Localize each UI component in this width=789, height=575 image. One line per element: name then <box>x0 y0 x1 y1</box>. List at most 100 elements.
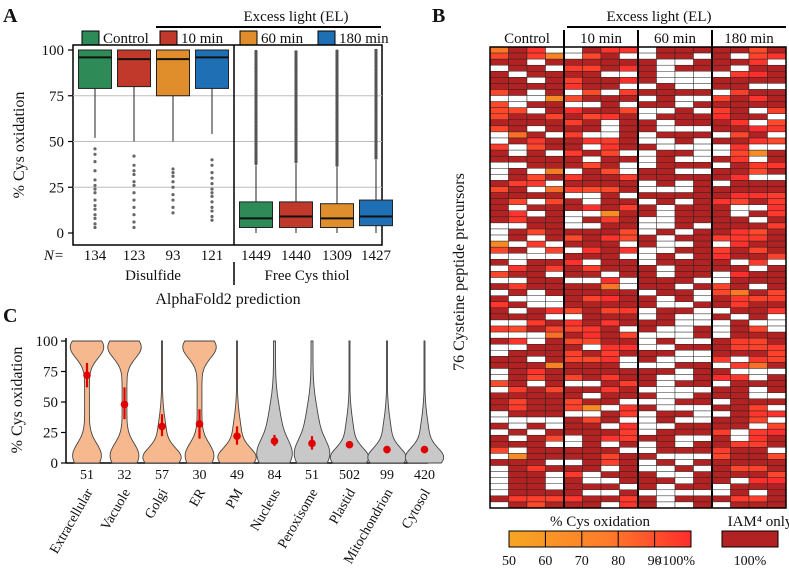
heatmap-cell <box>545 216 565 224</box>
heatmap-cell <box>637 295 657 302</box>
outlier-point <box>335 148 339 152</box>
outlier-point <box>374 140 378 145</box>
heatmap-cell <box>748 501 768 509</box>
heatmap-cell <box>508 313 528 321</box>
heatmap-cell <box>674 337 694 345</box>
heatmap-cell <box>674 246 694 254</box>
heatmap-cell <box>508 71 528 78</box>
heatmap-cell <box>526 453 546 460</box>
outlier-point <box>210 176 214 180</box>
heatmap-cell <box>767 362 787 369</box>
heatmap-cell <box>545 477 565 484</box>
heatmap-cell <box>526 89 546 96</box>
heatmap-cell <box>767 240 787 248</box>
outlier-point <box>294 76 298 80</box>
heatmap-cell <box>489 343 509 351</box>
heatmap-cell <box>600 337 620 345</box>
heatmap-cell <box>600 216 620 224</box>
heatmap-cell <box>748 380 768 387</box>
heatmap-cell <box>563 46 583 54</box>
outlier-point <box>374 103 378 107</box>
heatmap-cell <box>508 253 528 260</box>
outlier-point <box>374 86 378 90</box>
heatmap-cell <box>674 52 694 60</box>
heatmap-cell <box>730 107 750 114</box>
heatmap-cell <box>711 410 731 418</box>
colorbar-tick-label-0: 50 <box>502 554 516 569</box>
outlier-point <box>335 132 339 137</box>
heatmap-cell <box>637 64 657 72</box>
outlier-point <box>374 125 378 129</box>
heatmap-cell <box>693 374 713 381</box>
heatmap-cell <box>582 331 602 339</box>
heatmap-cell <box>730 198 750 205</box>
heatmap-cell <box>656 95 676 102</box>
heatmap-cell <box>508 398 528 406</box>
heatmap-cell <box>730 416 750 424</box>
heatmap-cell <box>656 301 676 309</box>
heatmap-cell <box>545 489 565 497</box>
heatmap-cell <box>767 52 787 60</box>
heatmap-cell <box>489 125 509 133</box>
heatmap-cell <box>637 319 657 327</box>
heatmap-cell <box>637 228 657 236</box>
heatmap-cell <box>767 428 787 436</box>
heatmap-cell <box>563 489 583 497</box>
outlier-point <box>374 114 378 118</box>
heatmap-cell <box>582 89 602 96</box>
heatmap-cell <box>674 374 694 381</box>
heatmap-cell <box>508 64 528 72</box>
heatmap-cell <box>545 228 565 236</box>
heatmap-cell <box>637 143 657 151</box>
heatmap-cell <box>489 501 509 509</box>
legend-swatch-2 <box>239 30 258 46</box>
heatmap-cell <box>730 331 750 339</box>
heatmap-cell <box>600 416 620 424</box>
outlier-point <box>374 48 378 52</box>
heatmap-cell <box>563 143 583 151</box>
heatmap-cell <box>545 131 565 139</box>
outlier-point <box>335 157 339 161</box>
heatmap-cell <box>767 143 787 151</box>
outlier-point <box>374 149 378 153</box>
heatmap-cell <box>711 58 731 66</box>
heatmap-cell <box>674 125 694 133</box>
heatmap-cell <box>508 471 528 478</box>
box-body <box>320 203 354 229</box>
outlier-point <box>374 123 378 127</box>
outlier-point <box>374 136 378 140</box>
heatmap-cell <box>545 356 565 363</box>
outlier-point <box>374 50 378 55</box>
heatmap-cell <box>526 337 546 345</box>
heatmap-cell <box>545 380 565 387</box>
heatmap-cell <box>582 168 602 175</box>
heatmap-cell <box>748 259 768 266</box>
heatmap-cell <box>656 495 676 503</box>
heatmap-cell <box>489 180 509 187</box>
heatmap-cell <box>545 168 565 175</box>
heatmap-cell <box>600 289 620 296</box>
heatmap-cell <box>711 501 731 509</box>
heatmap-cell <box>545 386 565 393</box>
heatmap-cell <box>711 83 731 90</box>
heatmap-cell <box>637 89 657 96</box>
outlier-point <box>254 148 258 152</box>
heatmap-cell <box>508 307 528 315</box>
heatmap-cell <box>767 350 787 357</box>
heatmap-cell <box>489 277 509 284</box>
heatmap-cell <box>526 374 546 381</box>
heatmap-cell <box>637 174 657 181</box>
heatmap-cell <box>748 325 768 333</box>
heatmap-cell <box>693 58 713 66</box>
outlier-point <box>254 71 258 76</box>
heatmap-cell <box>674 422 694 430</box>
heatmap-cell <box>767 447 787 454</box>
heatmap-cell <box>545 319 565 327</box>
heatmap-cell <box>489 113 509 121</box>
heatmap-cell <box>693 52 713 60</box>
outlier-point <box>374 66 378 70</box>
heatmap-cell <box>563 404 583 412</box>
heatmap-cell <box>563 168 583 175</box>
outlier-point <box>335 117 339 121</box>
